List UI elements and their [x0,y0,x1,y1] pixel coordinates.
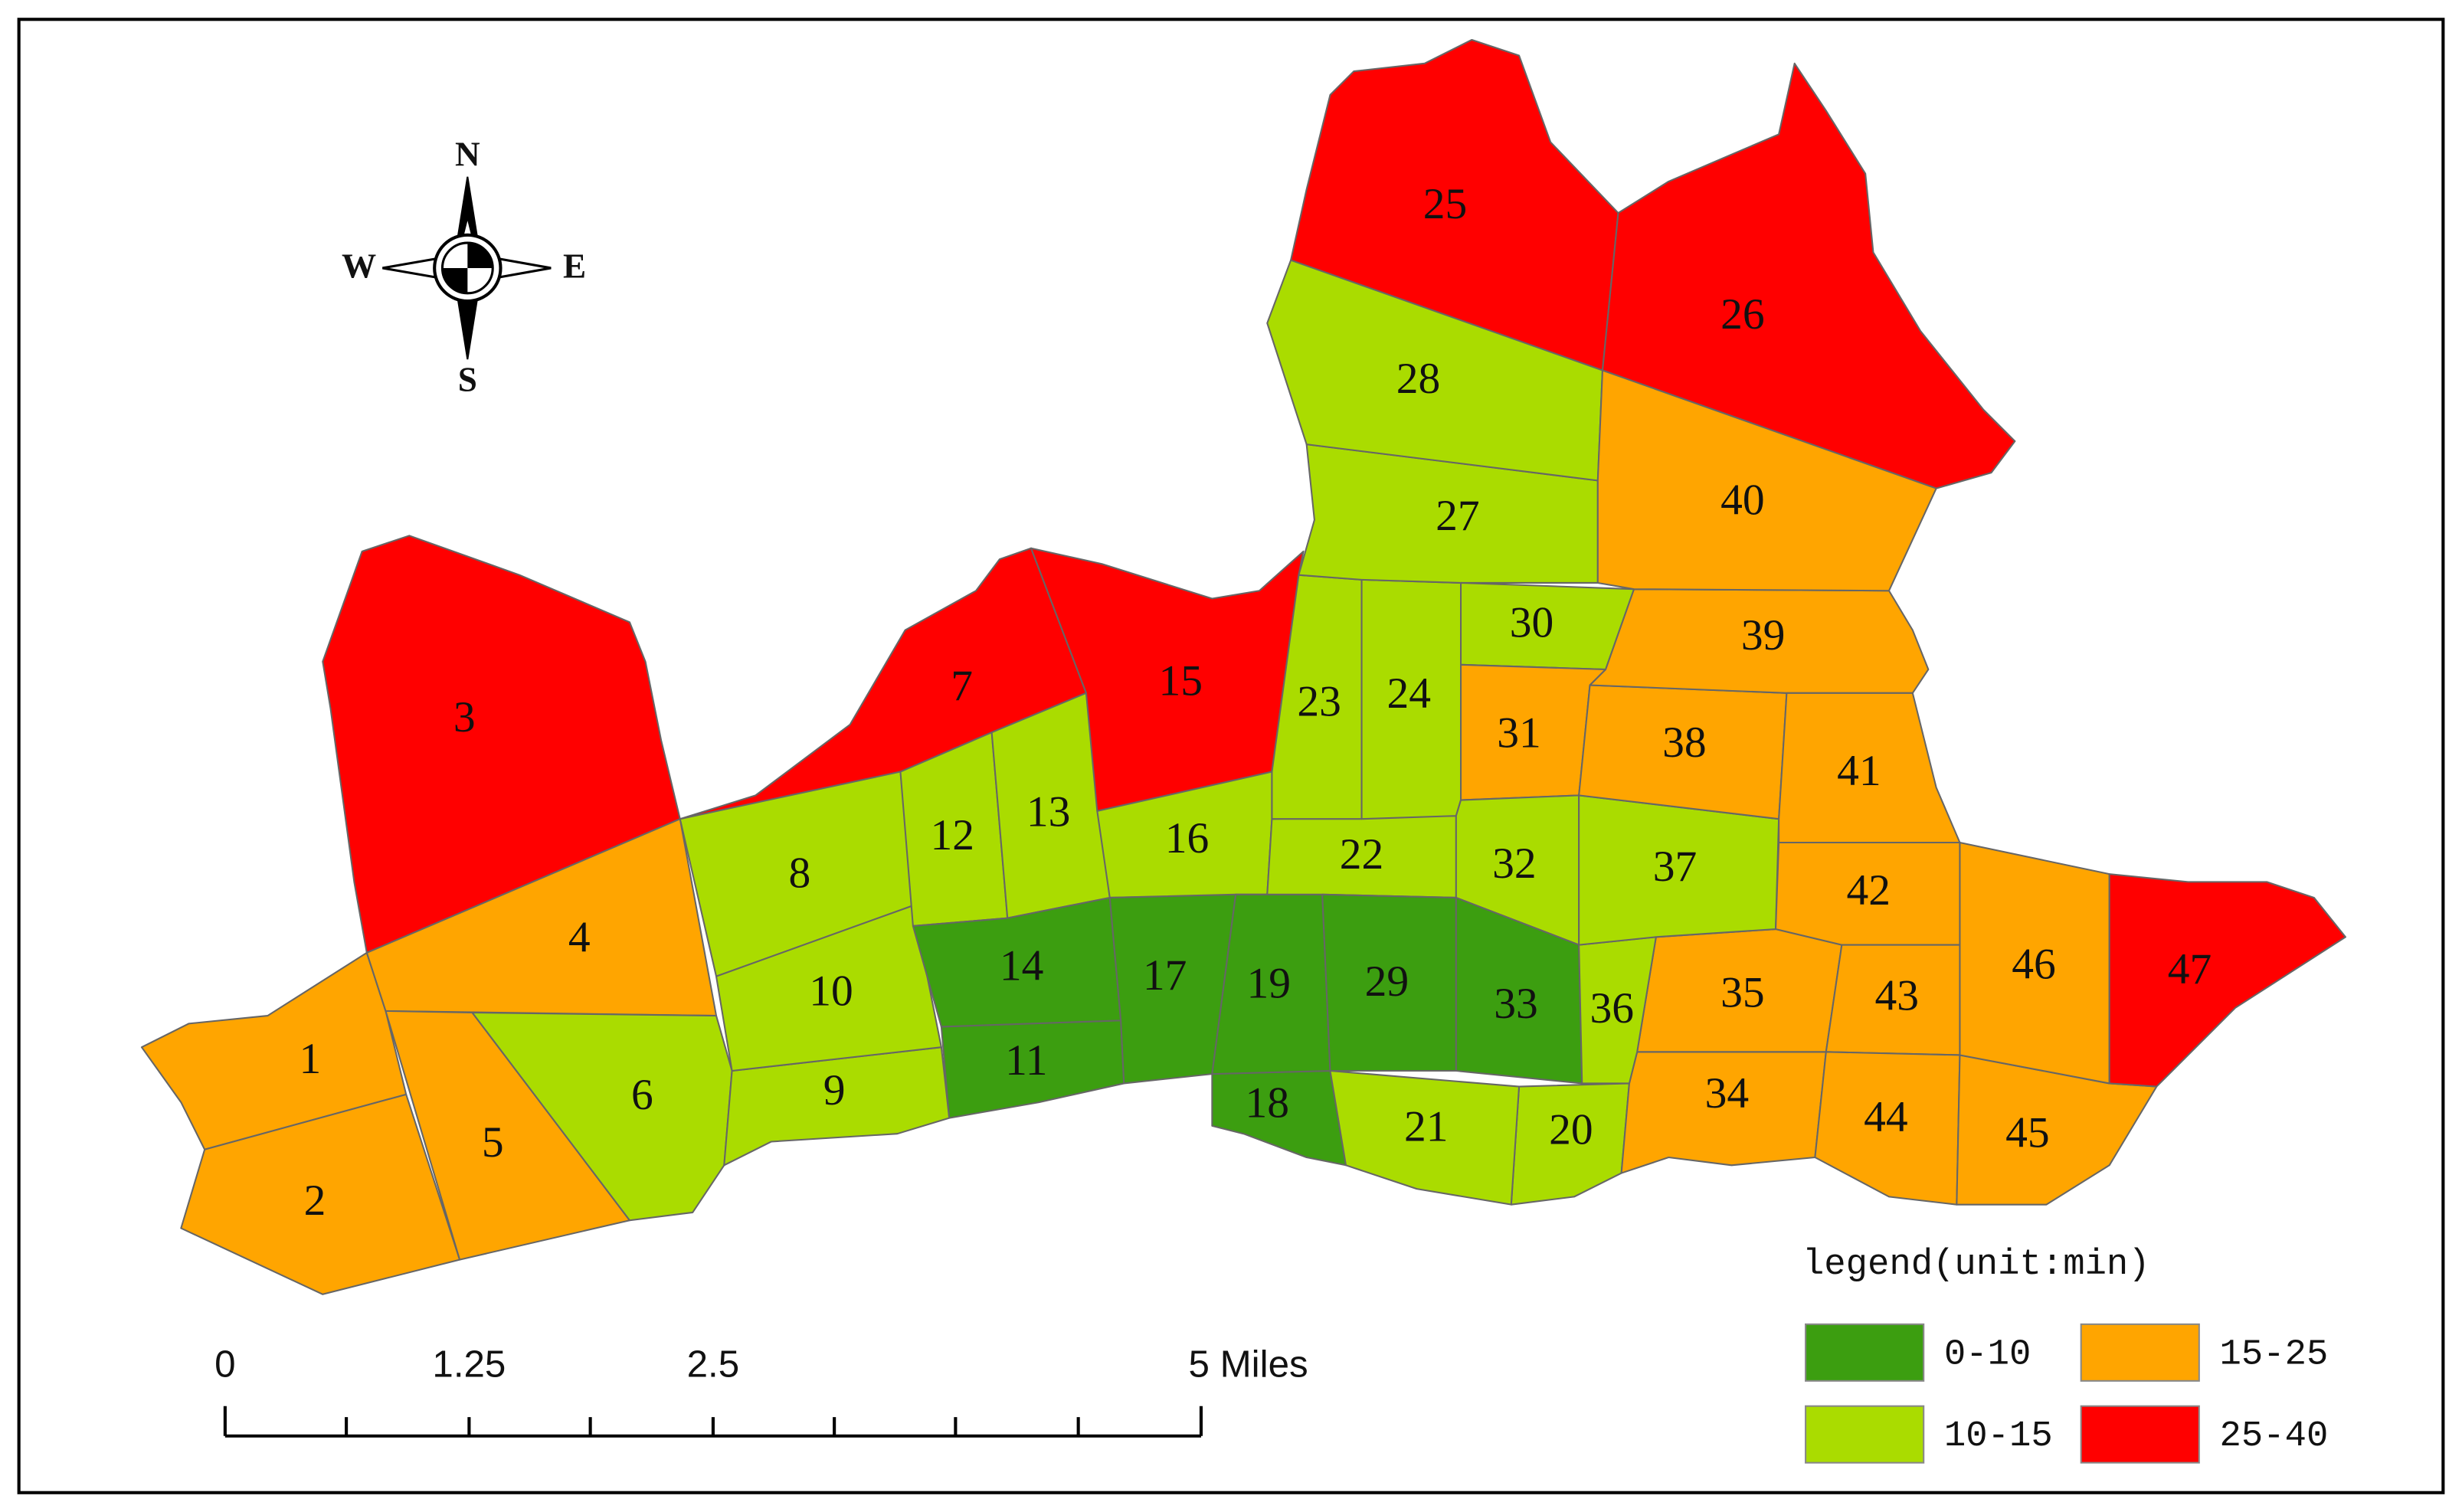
zone-label: 6 [631,1071,653,1119]
zone [1108,893,1237,1085]
zone-label: 39 [1741,611,1786,659]
legend-swatch [2080,1405,2200,1464]
legend-label: 15-25 [2220,1334,2329,1375]
zone-label: 3 [453,693,476,741]
zone-label: 31 [1497,709,1541,758]
zone [715,905,942,1072]
legend-label: 25-40 [2220,1416,2329,1457]
zone-label: 36 [1590,984,1635,1033]
zone-label: 44 [1864,1093,1908,1141]
legend-swatch [2080,1323,2200,1382]
zone-label: 40 [1720,476,1765,524]
scale-label: 2.5 [687,1343,740,1385]
zone-label: 5 [482,1118,504,1167]
zone-label: 12 [931,811,975,859]
legend-swatch [1805,1323,1925,1382]
compass-north: N [455,135,480,173]
compass: N S W E [342,135,586,398]
zone-label: 45 [2005,1109,2050,1157]
zone-label: 41 [1837,747,1881,795]
zone-label: 23 [1297,677,1341,725]
legend-label: 10-15 [1944,1416,2053,1457]
zone-label: 13 [1026,787,1071,836]
compass-east: E [563,247,586,285]
legend: legend(unit:min) 0-10 10-15 15-25 25-40 [1802,1245,2329,1464]
zone [1814,1051,1961,1206]
zone-label: 1 [299,1035,321,1083]
zone-label: 4 [568,914,591,962]
zone-label: 2 [304,1177,326,1225]
zone-label: 21 [1404,1102,1449,1150]
zone [1030,547,1305,812]
scale-bar: 0 1.25 2.5 5 Miles [214,1343,1308,1438]
zone [322,535,681,954]
zones [140,38,2346,1295]
legend-title: legend(unit:min) [1802,1245,2150,1285]
zone [1329,1069,1521,1206]
zone-label: 32 [1492,839,1537,888]
zone-label: 30 [1510,599,1554,647]
zone-label: 18 [1246,1078,1290,1127]
zone-label: 11 [1005,1036,1047,1085]
zone-label: 28 [1396,355,1441,403]
scale-label: 1.25 [432,1343,506,1385]
scale-line [223,1406,1203,1438]
zone-label: 37 [1653,843,1698,891]
zone-label: 46 [2012,941,2056,989]
zone-label: 22 [1340,830,1384,879]
zone-label: 47 [2168,945,2212,993]
zone-label: 7 [951,662,973,710]
zone-label: 10 [809,967,853,1016]
zone-label: 25 [1423,180,1468,228]
compass-quadrant [467,243,493,268]
zone-label: 26 [1720,290,1765,339]
compass-quadrant [442,267,468,293]
zone-label: 9 [823,1066,846,1114]
zone-label: 19 [1247,959,1292,1007]
zone-label: 38 [1662,718,1707,767]
zone [1266,259,1604,482]
zone-label: 29 [1365,957,1409,1006]
zone-label: 43 [1875,972,1920,1020]
zone [180,1093,461,1295]
scale-label: 0 [214,1343,235,1385]
zone-label: 27 [1436,492,1480,540]
zone-label: 16 [1165,814,1210,862]
zone-label: 24 [1387,669,1431,718]
zone [1601,62,2016,489]
compass-west: W [342,247,376,285]
zone-label: 42 [1847,866,1891,915]
zone [1596,369,1937,592]
zone [2108,873,2346,1088]
zone-label: 8 [789,849,811,897]
compass-ring [440,241,494,295]
scale-label: 5 Miles [1189,1343,1308,1385]
legend-swatch [1805,1405,1925,1464]
zone [1290,38,1619,371]
legend-label: 0-10 [1944,1334,2031,1375]
zone-label: 17 [1143,951,1187,1000]
zone-label: 34 [1705,1069,1750,1118]
zone-label: 35 [1720,969,1765,1017]
zone-label: 20 [1549,1105,1593,1154]
compass-south: S [458,360,477,398]
zone-label: 15 [1158,657,1203,705]
zone-label: 14 [1000,942,1044,990]
zone-label: 33 [1494,980,1538,1028]
